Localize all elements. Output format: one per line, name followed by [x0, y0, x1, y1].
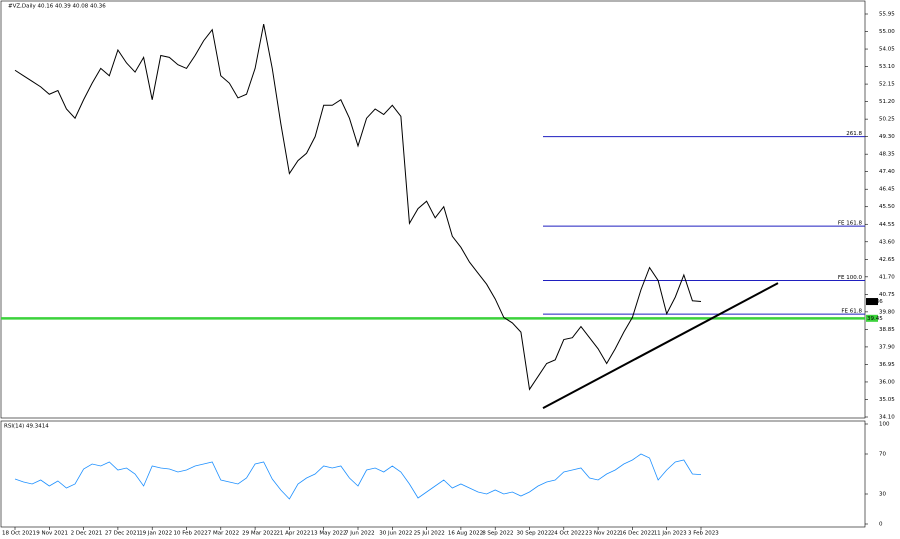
y-tick-label: 40.75	[879, 292, 895, 298]
y-tick-label: 35.05	[879, 397, 895, 403]
x-tick-label: 29 Mar 2022	[242, 531, 277, 537]
rsi-panel	[0, 420, 866, 528]
x-tick-label: 7 Mar 2022	[208, 531, 239, 537]
y-tick-label: 53.10	[879, 64, 895, 70]
price-line	[14, 24, 702, 391]
x-tick-label: 7 Jun 2022	[345, 531, 375, 537]
y-tick-label: 54.05	[879, 47, 895, 53]
x-tick-label: 9 Nov 2021	[36, 531, 68, 537]
y-tick-label: 47.40	[879, 169, 895, 175]
x-tick-label: 16 Aug 2022	[448, 531, 483, 537]
support-label: 39.45	[867, 316, 883, 322]
last-price-label: 40.36	[867, 299, 883, 305]
y-tick-label: 48.35	[879, 152, 895, 158]
y-tick-label: 49.30	[879, 134, 895, 140]
y-tick-label: 36.95	[879, 362, 895, 368]
y-tick-label: 42.65	[879, 257, 895, 263]
x-tick-label: 24 Oct 2022	[551, 531, 585, 537]
x-tick-label: 25 Jul 2022	[414, 531, 445, 537]
y-tick-label: 55.00	[879, 29, 895, 35]
x-tick-label: 23 Nov 2022	[585, 531, 620, 537]
fib-label: FE 161.8	[838, 221, 863, 227]
rsi-tick-label: 100	[879, 422, 890, 428]
y-tick-label: 38.85	[879, 327, 895, 333]
y-tick-label: 46.45	[879, 187, 895, 193]
rsi-line	[14, 453, 702, 500]
x-tick-label: 13 May 2022	[311, 531, 347, 537]
rsi-title: RSI(14) 49.3414	[4, 424, 49, 430]
fib-label: 261.8	[846, 131, 862, 137]
y-tick-label: 41.70	[879, 274, 895, 280]
x-tick-label: 30 Jun 2022	[379, 531, 412, 537]
x-tick-label: 11 Jan 2023	[654, 531, 687, 537]
trendline	[542, 282, 779, 410]
x-tick-label: 19 Jan 2022	[139, 531, 172, 537]
x-tick-label: 8 Sep 2022	[482, 531, 513, 537]
fib-label: FE 100.0	[838, 275, 863, 281]
y-tick-label: 39.80	[879, 309, 895, 315]
x-tick-label: 2 Dec 2021	[71, 531, 103, 537]
y-tick-label: 37.90	[879, 344, 895, 350]
y-tick-label: 34.10	[879, 415, 895, 421]
chart-title: #VZ,Daily 40.16 40.39 40.08 40.36	[8, 4, 106, 10]
y-tick-label: 51.20	[879, 99, 895, 105]
support-label-bg	[866, 314, 878, 322]
price-panel	[0, 0, 866, 419]
x-tick-label: 16 Dec 2022	[619, 531, 654, 537]
x-tick-label: 10 Feb 2022	[174, 531, 208, 537]
y-tick-label: 45.50	[879, 204, 895, 210]
rsi-tick-label: 30	[879, 492, 886, 498]
x-tick-label: 30 Sep 2022	[517, 531, 552, 537]
rsi-tick-label: 70	[879, 452, 886, 458]
x-tick-label: 3 Feb 2023	[688, 531, 719, 537]
y-tick-label: 50.25	[879, 117, 895, 123]
y-tick-label: 52.15	[879, 82, 895, 88]
y-tick-label: 55.95	[879, 12, 895, 18]
y-tick-label: 36.00	[879, 379, 895, 385]
x-tick-label: 27 Dec 2021	[105, 531, 140, 537]
x-tick-label: 21 Apr 2022	[276, 531, 310, 537]
y-tick-label: 44.55	[879, 222, 895, 228]
rsi-tick-label: 0	[879, 522, 883, 528]
fib-label: FE 61.8	[841, 309, 862, 315]
x-tick-label: 18 Oct 2021	[2, 531, 36, 537]
last-price-bg	[866, 298, 878, 306]
y-tick-label: 43.60	[879, 239, 895, 245]
